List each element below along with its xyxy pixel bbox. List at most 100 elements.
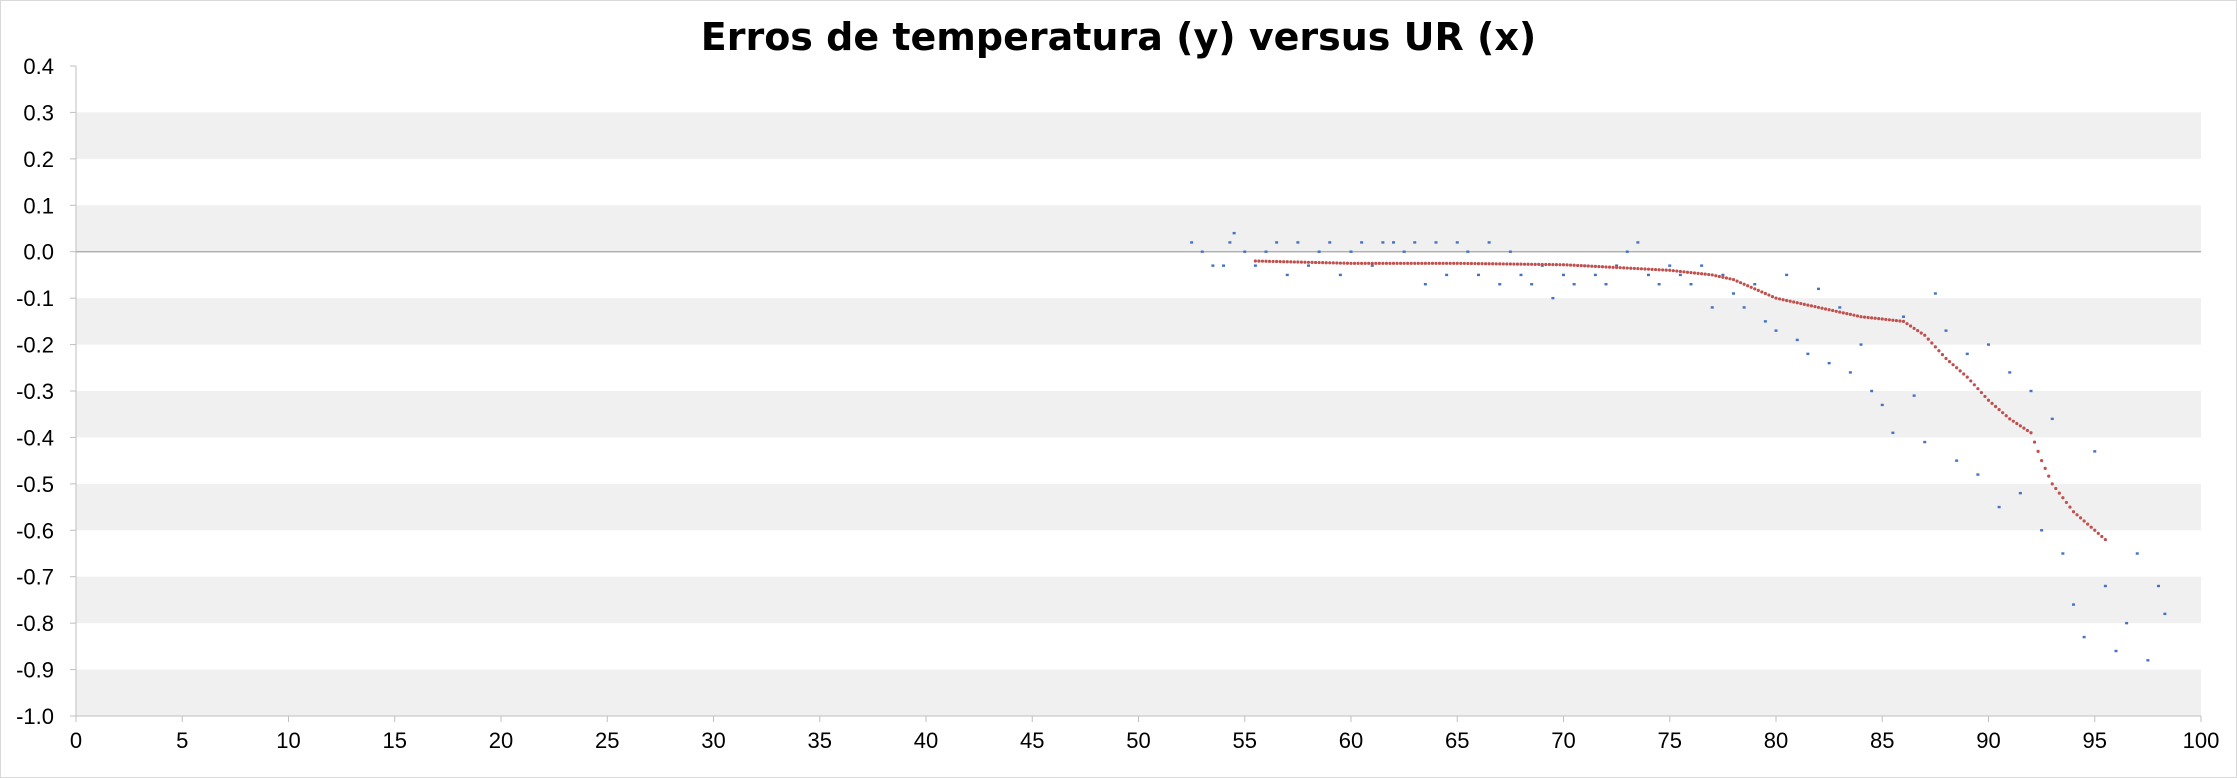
fitted-point (1413, 261, 1417, 265)
fitted-point (1877, 317, 1881, 321)
fitted-point (2071, 510, 2076, 514)
fitted-point (1416, 261, 1420, 265)
fitted-point (1965, 375, 1969, 379)
fitted-point (1253, 259, 1257, 263)
fitted-point (1370, 261, 1374, 265)
fitted-point (1685, 270, 1690, 274)
fitted-point (1313, 260, 1318, 265)
data-point (1477, 273, 1480, 277)
fitted-point (1933, 345, 1937, 349)
fitted-point (1519, 262, 1523, 266)
fitted-point (1923, 333, 1927, 337)
data-point (1413, 241, 1417, 244)
fitted-point (2029, 431, 2033, 435)
data-point (1817, 287, 1820, 291)
fitted-point (1498, 262, 1502, 266)
x-tick-label: 30 (701, 728, 725, 753)
fitted-point (1717, 274, 1721, 279)
data-point (1859, 343, 1863, 346)
fitted-point (1763, 291, 1767, 296)
fitted-point (1887, 318, 1891, 322)
y-tick-label: 0.1 (23, 193, 54, 218)
y-tick-label: -0.9 (16, 658, 54, 683)
fitted-point (1788, 299, 1792, 303)
fitted-point (1452, 261, 1456, 265)
fitted-point (1997, 407, 2001, 412)
x-tick-label: 20 (489, 728, 513, 753)
fitted-point (1406, 261, 1410, 265)
data-point (1848, 371, 1852, 374)
fitted-point (1937, 349, 1941, 353)
fitted-point (1696, 271, 1700, 275)
fitted-point (1278, 260, 1282, 264)
data-point (1508, 250, 1512, 253)
fitted-point (1738, 281, 1743, 285)
grid-band (76, 391, 2201, 438)
x-tick-label: 80 (1764, 728, 1788, 753)
fitted-point (2025, 428, 2030, 433)
x-tick-label: 60 (1339, 728, 1363, 753)
fitted-point (1597, 264, 1601, 269)
data-point (1976, 473, 1980, 476)
data-point (1572, 283, 1576, 286)
fitted-point (1990, 401, 1994, 405)
data-point (1211, 264, 1215, 267)
data-point (1455, 241, 1459, 244)
fitted-point (1285, 260, 1289, 264)
fitted-point (1905, 322, 1909, 326)
fitted-point (1324, 261, 1328, 265)
fitted-point (1565, 263, 1569, 267)
data-point (1827, 361, 1831, 365)
fitted-point (2040, 459, 2044, 463)
y-tick-label: -0.8 (16, 611, 54, 636)
fitted-point (2001, 411, 2005, 415)
data-point (1732, 292, 1735, 295)
fitted-point (1462, 261, 1466, 266)
fitted-point (1469, 261, 1474, 266)
fitted-point (1809, 304, 1814, 308)
fitted-point (1908, 324, 1913, 328)
fitted-point (1483, 262, 1488, 266)
fitted-point (1792, 300, 1796, 304)
fitted-point (1604, 265, 1608, 269)
fitted-point (1430, 261, 1435, 265)
fitted-point (1409, 261, 1413, 265)
fitted-point (1491, 262, 1495, 266)
x-tick-label: 50 (1126, 728, 1150, 753)
fitted-point (2018, 424, 2022, 428)
fitted-point (1260, 259, 1265, 263)
fitted-point (1551, 262, 1555, 267)
fitted-point (1367, 261, 1371, 265)
fitted-point (1664, 268, 1668, 272)
fitted-point (1880, 317, 1884, 321)
fitted-point (2068, 505, 2072, 509)
chart-title: Erros de temperatura (y) versus UR (x) (700, 15, 1537, 59)
fitted-point (1622, 266, 1626, 270)
fitted-point (1572, 263, 1576, 267)
fitted-point (1774, 296, 1778, 300)
fitted-point (1540, 262, 1544, 267)
fitted-point (1264, 259, 1268, 263)
fitted-point (1731, 277, 1736, 282)
y-tick-label: -0.7 (16, 565, 54, 590)
fitted-point (1675, 269, 1679, 273)
fitted-point (1993, 404, 1998, 409)
fitted-point (2086, 522, 2090, 526)
data-point (2103, 584, 2107, 588)
fitted-point (1682, 270, 1686, 274)
fitted-point (1271, 259, 1275, 264)
fitted-point (1466, 261, 1470, 266)
data-point (1785, 273, 1789, 277)
fitted-point (1834, 309, 1838, 313)
fitted-point (2036, 449, 2040, 453)
fitted-point (1823, 307, 1828, 311)
fitted-point (2093, 528, 2097, 532)
fitted-point (1356, 261, 1360, 265)
fitted-point (1459, 261, 1463, 265)
x-tick-label: 70 (1551, 728, 1575, 753)
x-tick-label: 40 (914, 728, 938, 753)
fitted-point (1770, 294, 1775, 299)
data-point (1625, 250, 1629, 253)
fitted-point (1590, 264, 1594, 268)
fitted-point (1969, 379, 1973, 383)
